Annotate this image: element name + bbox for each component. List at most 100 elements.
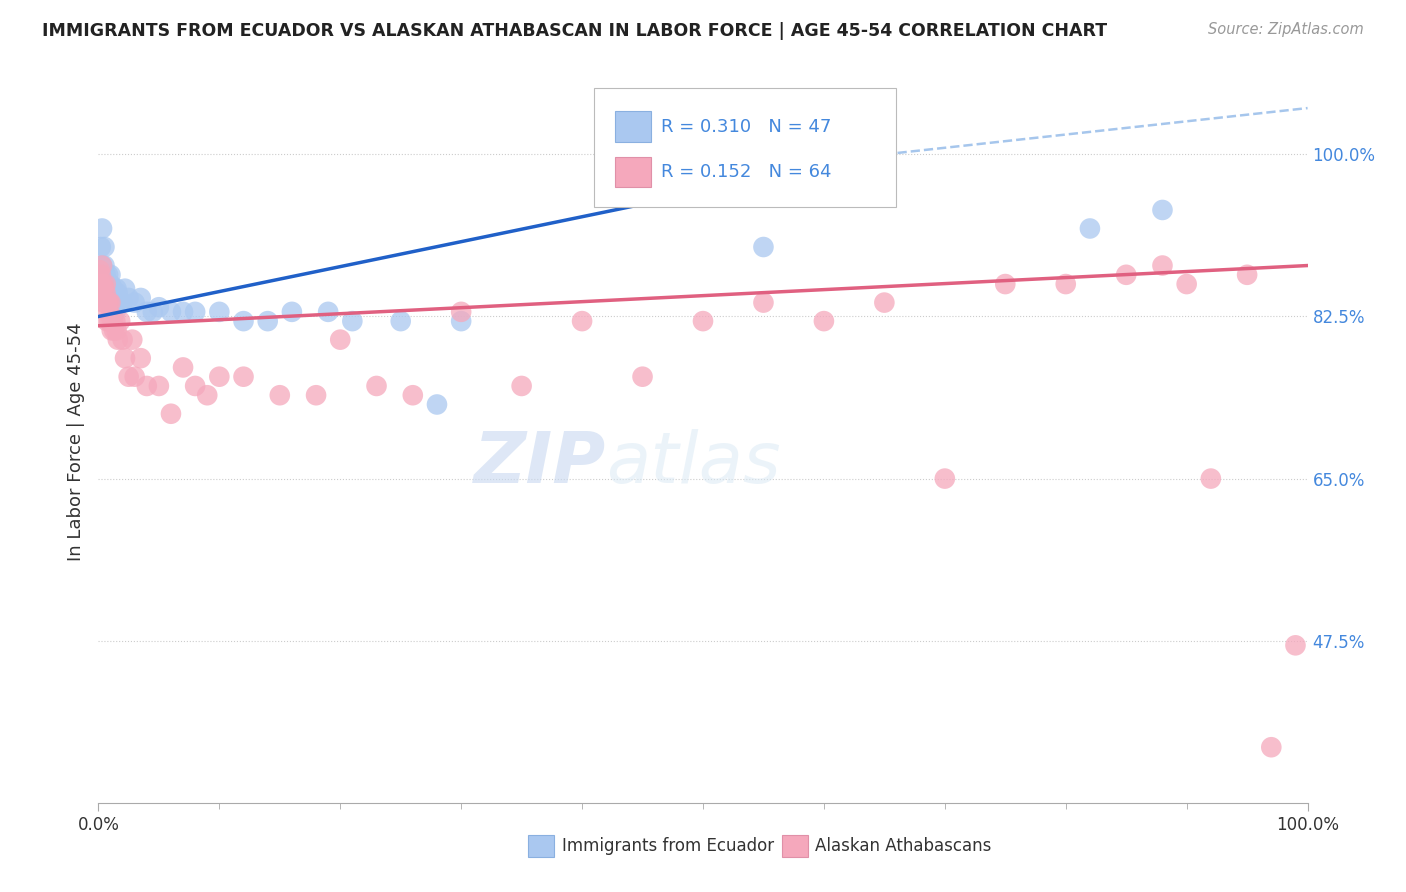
Point bbox=[305, 388, 328, 402]
Point bbox=[316, 305, 339, 319]
Point bbox=[100, 323, 122, 337]
Point bbox=[104, 305, 127, 319]
Point bbox=[101, 282, 124, 296]
Text: R = 0.152   N = 64: R = 0.152 N = 64 bbox=[661, 163, 831, 181]
Point bbox=[97, 305, 120, 319]
Point bbox=[342, 314, 364, 328]
Point bbox=[135, 305, 157, 319]
Text: Alaskan Athabascans: Alaskan Athabascans bbox=[815, 838, 991, 855]
Point bbox=[96, 277, 118, 291]
Point bbox=[97, 268, 120, 282]
Point bbox=[402, 388, 425, 402]
Y-axis label: In Labor Force | Age 45-54: In Labor Force | Age 45-54 bbox=[66, 322, 84, 561]
Point bbox=[281, 305, 304, 319]
Point bbox=[91, 259, 114, 273]
Point bbox=[100, 295, 122, 310]
Text: Source: ZipAtlas.com: Source: ZipAtlas.com bbox=[1208, 22, 1364, 37]
Point bbox=[104, 314, 127, 328]
Point bbox=[329, 333, 352, 347]
Point bbox=[232, 314, 254, 328]
Point bbox=[256, 314, 278, 328]
Point bbox=[108, 295, 131, 310]
Point bbox=[90, 240, 112, 254]
Point bbox=[450, 305, 472, 319]
Point bbox=[1152, 259, 1174, 273]
Point bbox=[208, 305, 231, 319]
Point bbox=[103, 295, 125, 310]
Point bbox=[93, 240, 115, 254]
Point bbox=[98, 295, 121, 310]
Point bbox=[90, 277, 112, 291]
Point bbox=[873, 295, 896, 310]
Point bbox=[107, 286, 129, 301]
Point bbox=[93, 295, 115, 310]
Point bbox=[389, 314, 412, 328]
Point bbox=[100, 295, 122, 310]
Point bbox=[752, 295, 775, 310]
FancyBboxPatch shape bbox=[527, 835, 554, 857]
Point bbox=[105, 282, 128, 296]
Point bbox=[96, 286, 118, 301]
Text: R = 0.310   N = 47: R = 0.310 N = 47 bbox=[661, 118, 831, 136]
Point bbox=[100, 286, 122, 301]
Point bbox=[184, 305, 207, 319]
Text: ZIP: ZIP bbox=[474, 429, 606, 498]
Point bbox=[934, 472, 956, 486]
Point bbox=[129, 291, 152, 305]
Point bbox=[101, 305, 124, 319]
Point bbox=[1152, 202, 1174, 217]
Point bbox=[571, 314, 593, 328]
Point bbox=[96, 314, 118, 328]
Point bbox=[450, 314, 472, 328]
Point bbox=[100, 277, 122, 291]
Point bbox=[101, 314, 124, 328]
Point bbox=[91, 221, 114, 235]
Point bbox=[994, 277, 1017, 291]
Point bbox=[100, 310, 122, 324]
Point bbox=[103, 323, 125, 337]
Point bbox=[100, 310, 122, 324]
Point bbox=[1175, 277, 1198, 291]
Point bbox=[118, 369, 141, 384]
Point bbox=[114, 282, 136, 296]
Point bbox=[94, 277, 117, 291]
Point bbox=[1199, 472, 1222, 486]
Point bbox=[105, 295, 128, 310]
Point bbox=[160, 305, 183, 319]
Point bbox=[118, 291, 141, 305]
Point bbox=[752, 240, 775, 254]
Point bbox=[1115, 268, 1137, 282]
Point bbox=[124, 295, 146, 310]
Point bbox=[97, 295, 120, 310]
Point bbox=[148, 379, 170, 393]
Point bbox=[114, 351, 136, 366]
Point bbox=[813, 314, 835, 328]
Point bbox=[208, 369, 231, 384]
FancyBboxPatch shape bbox=[782, 835, 808, 857]
Point bbox=[1260, 740, 1282, 755]
Point bbox=[1236, 268, 1258, 282]
Point bbox=[124, 369, 146, 384]
Point bbox=[160, 407, 183, 421]
Point bbox=[111, 295, 134, 310]
Point bbox=[172, 305, 194, 319]
Point bbox=[426, 397, 449, 411]
FancyBboxPatch shape bbox=[614, 157, 651, 187]
Point bbox=[692, 314, 714, 328]
Point bbox=[108, 314, 131, 328]
Point bbox=[94, 286, 117, 301]
Text: Immigrants from Ecuador: Immigrants from Ecuador bbox=[561, 838, 773, 855]
Point bbox=[90, 268, 112, 282]
Point bbox=[184, 379, 207, 393]
Point bbox=[135, 379, 157, 393]
Point bbox=[631, 369, 654, 384]
Text: atlas: atlas bbox=[606, 429, 780, 498]
Point bbox=[94, 268, 117, 282]
Point bbox=[96, 295, 118, 310]
Point bbox=[91, 277, 114, 291]
Point bbox=[1284, 638, 1306, 652]
Point bbox=[148, 300, 170, 314]
Point bbox=[93, 259, 115, 273]
Point bbox=[89, 263, 111, 277]
Point bbox=[269, 388, 291, 402]
